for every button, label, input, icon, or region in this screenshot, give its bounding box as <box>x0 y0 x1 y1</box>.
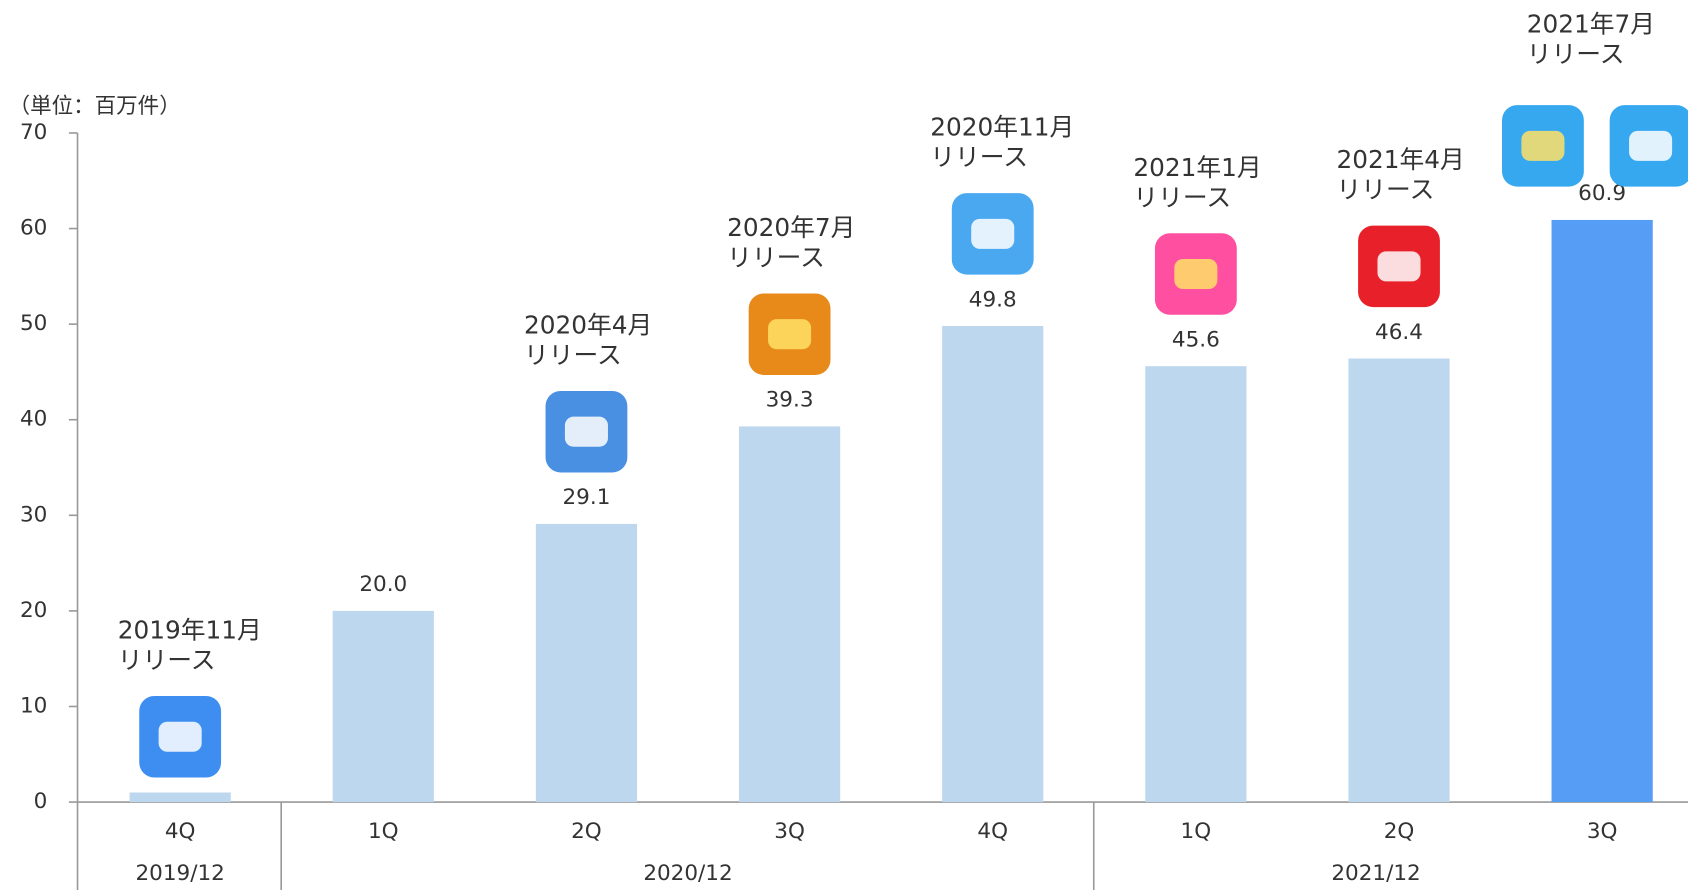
release-label: 2020年7月 <box>727 213 855 242</box>
bar <box>1552 220 1653 802</box>
group-label: 2021/12 <box>1331 861 1420 886</box>
bar <box>739 426 840 802</box>
y-tick-label: 70 <box>20 120 47 145</box>
value-label: 39.3 <box>766 388 814 413</box>
bar <box>333 611 434 802</box>
value-label: 20.0 <box>359 572 407 597</box>
release-label: 2021年7月 <box>1527 10 1655 39</box>
release-label: 2020年4月 <box>524 311 652 340</box>
release-label: リリース <box>930 143 1028 172</box>
release-label: 2020年11月 <box>930 113 1074 142</box>
app-icon-detail <box>565 417 608 447</box>
y-tick-label: 0 <box>34 789 48 814</box>
x-tick-label: 4Q <box>977 819 1008 844</box>
release-label: リリース <box>1337 175 1435 204</box>
app-icon-detail <box>768 319 811 349</box>
y-tick-label: 30 <box>20 502 47 527</box>
release-label: リリース <box>118 646 216 675</box>
app-icon-detail <box>159 722 202 752</box>
release-label: リリース <box>727 243 825 272</box>
value-label: 29.1 <box>562 485 610 510</box>
app-icon-detail <box>971 219 1014 249</box>
y-tick-label: 50 <box>20 311 47 336</box>
x-tick-label: 4Q <box>165 819 196 844</box>
x-tick-label: 3Q <box>774 819 805 844</box>
group-label: 2020/12 <box>643 861 732 886</box>
value-label: 49.8 <box>969 287 1017 312</box>
bar <box>942 326 1043 802</box>
y-tick-label: 10 <box>20 694 47 719</box>
release-label: 2021年1月 <box>1133 153 1261 182</box>
release-label: リリース <box>524 341 622 370</box>
x-tick-label: 1Q <box>1181 819 1212 844</box>
bar <box>1145 366 1246 802</box>
app-icon-detail <box>1629 131 1672 161</box>
app-icon-detail <box>1174 259 1217 289</box>
x-tick-label: 3Q <box>1587 819 1618 844</box>
group-label: 2019/12 <box>135 861 224 886</box>
y-tick-label: 40 <box>20 407 47 432</box>
chart: （単位：百万件） 0102030405060704Q2019年11月リリース1Q… <box>0 0 1688 890</box>
bar <box>130 793 231 803</box>
value-label: 46.4 <box>1375 320 1423 345</box>
x-tick-label: 1Q <box>368 819 399 844</box>
y-tick-label: 20 <box>20 598 47 623</box>
app-icon-detail <box>1377 251 1420 281</box>
x-tick-label: 2Q <box>571 819 602 844</box>
x-tick-label: 2Q <box>1384 819 1415 844</box>
release-label: リリース <box>1527 40 1625 69</box>
y-tick-label: 60 <box>20 216 47 241</box>
value-label: 45.6 <box>1172 327 1220 352</box>
release-label: リリース <box>1133 183 1231 212</box>
release-label: 2021年4月 <box>1337 145 1465 174</box>
app-icon-detail <box>1521 131 1564 161</box>
unit-label: （単位：百万件） <box>9 94 181 119</box>
bar <box>1348 359 1449 803</box>
bar <box>536 524 637 802</box>
release-label: 2019年11月 <box>118 616 262 645</box>
